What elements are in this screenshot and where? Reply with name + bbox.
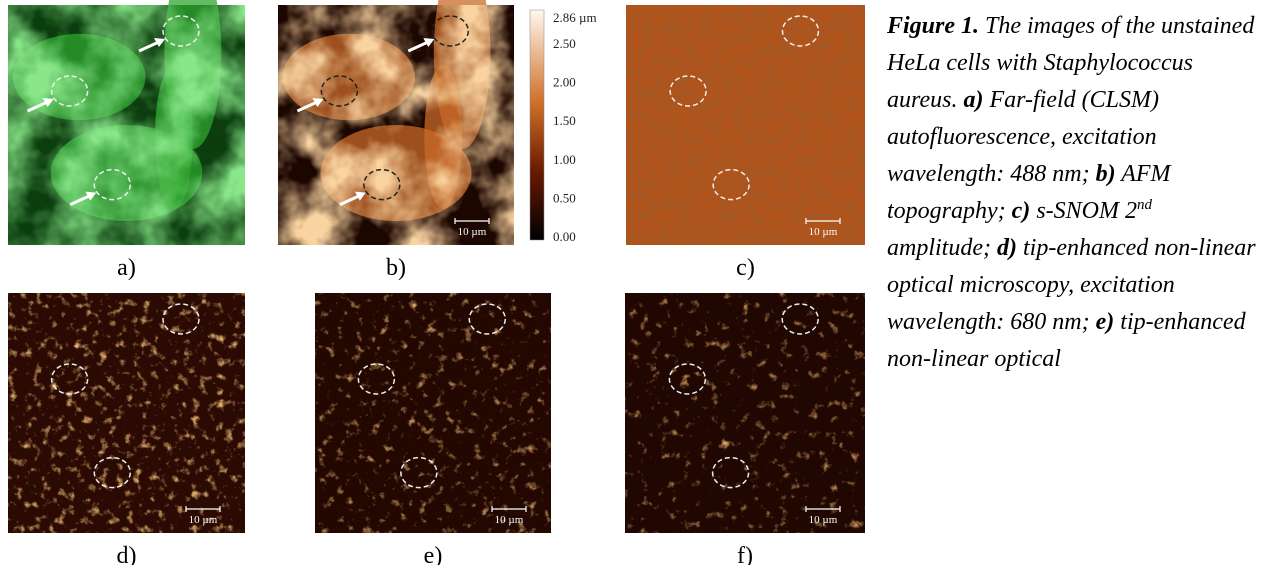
scale-bar-label: 10 µm [809, 514, 838, 526]
colorbar-tick-label: 1.50 [553, 113, 576, 128]
colorbar [530, 10, 544, 240]
caption-text: nd [1137, 197, 1152, 213]
scale-bar-label: 10 µm [458, 226, 487, 238]
caption-bold: c) [1012, 198, 1031, 224]
caption-bold: b) [1096, 161, 1116, 187]
caption-text: amplitude; [887, 235, 997, 261]
colorbar-tick-label: 1.00 [553, 152, 576, 167]
panel-label: c) [736, 255, 755, 281]
panel-label: f) [737, 543, 753, 565]
caption-bold: Figure 1. [887, 13, 979, 39]
image-panel [8, 0, 245, 245]
image-panel: 10 µm [625, 293, 865, 533]
image-panel: 10 µm [8, 293, 245, 533]
colorbar-tick-label: 0.50 [553, 190, 576, 205]
colorbar-tick-label: 2.00 [553, 75, 576, 90]
scale-bar-label: 10 µm [495, 514, 524, 526]
caption-bold: a) [963, 87, 983, 113]
panel-label: e) [424, 543, 443, 565]
image-panel: 10 µm [626, 5, 865, 245]
scale-bar-label: 10 µm [189, 514, 218, 526]
panel-label: a) [117, 255, 136, 281]
panel-label: b) [386, 255, 406, 281]
colorbar-tick-label: 0.00 [553, 229, 576, 244]
caption-text: s-SNOM 2 [1030, 198, 1137, 224]
figure-caption: Figure 1. The images of the unstained He… [887, 8, 1259, 378]
colorbar-tick-label: 2.50 [553, 36, 576, 51]
page: {"panels": [ {"label": "a)"}, {"label": … [0, 0, 1262, 565]
scale-bar-label: 10 µm [809, 226, 838, 238]
colorbar-tick-label: 2.86 µm [553, 10, 597, 25]
panel-label: d) [117, 543, 137, 565]
image-panel: 10 µm [315, 293, 551, 533]
image-panel: 10 µm [278, 0, 514, 245]
caption-bold: d) [997, 235, 1017, 261]
figure: a) 10 µm b) 10 µm c) 10 µm d) 10 µm e) 10 µm f) 2.8… [0, 0, 888, 565]
caption-bold: e) [1096, 309, 1115, 335]
